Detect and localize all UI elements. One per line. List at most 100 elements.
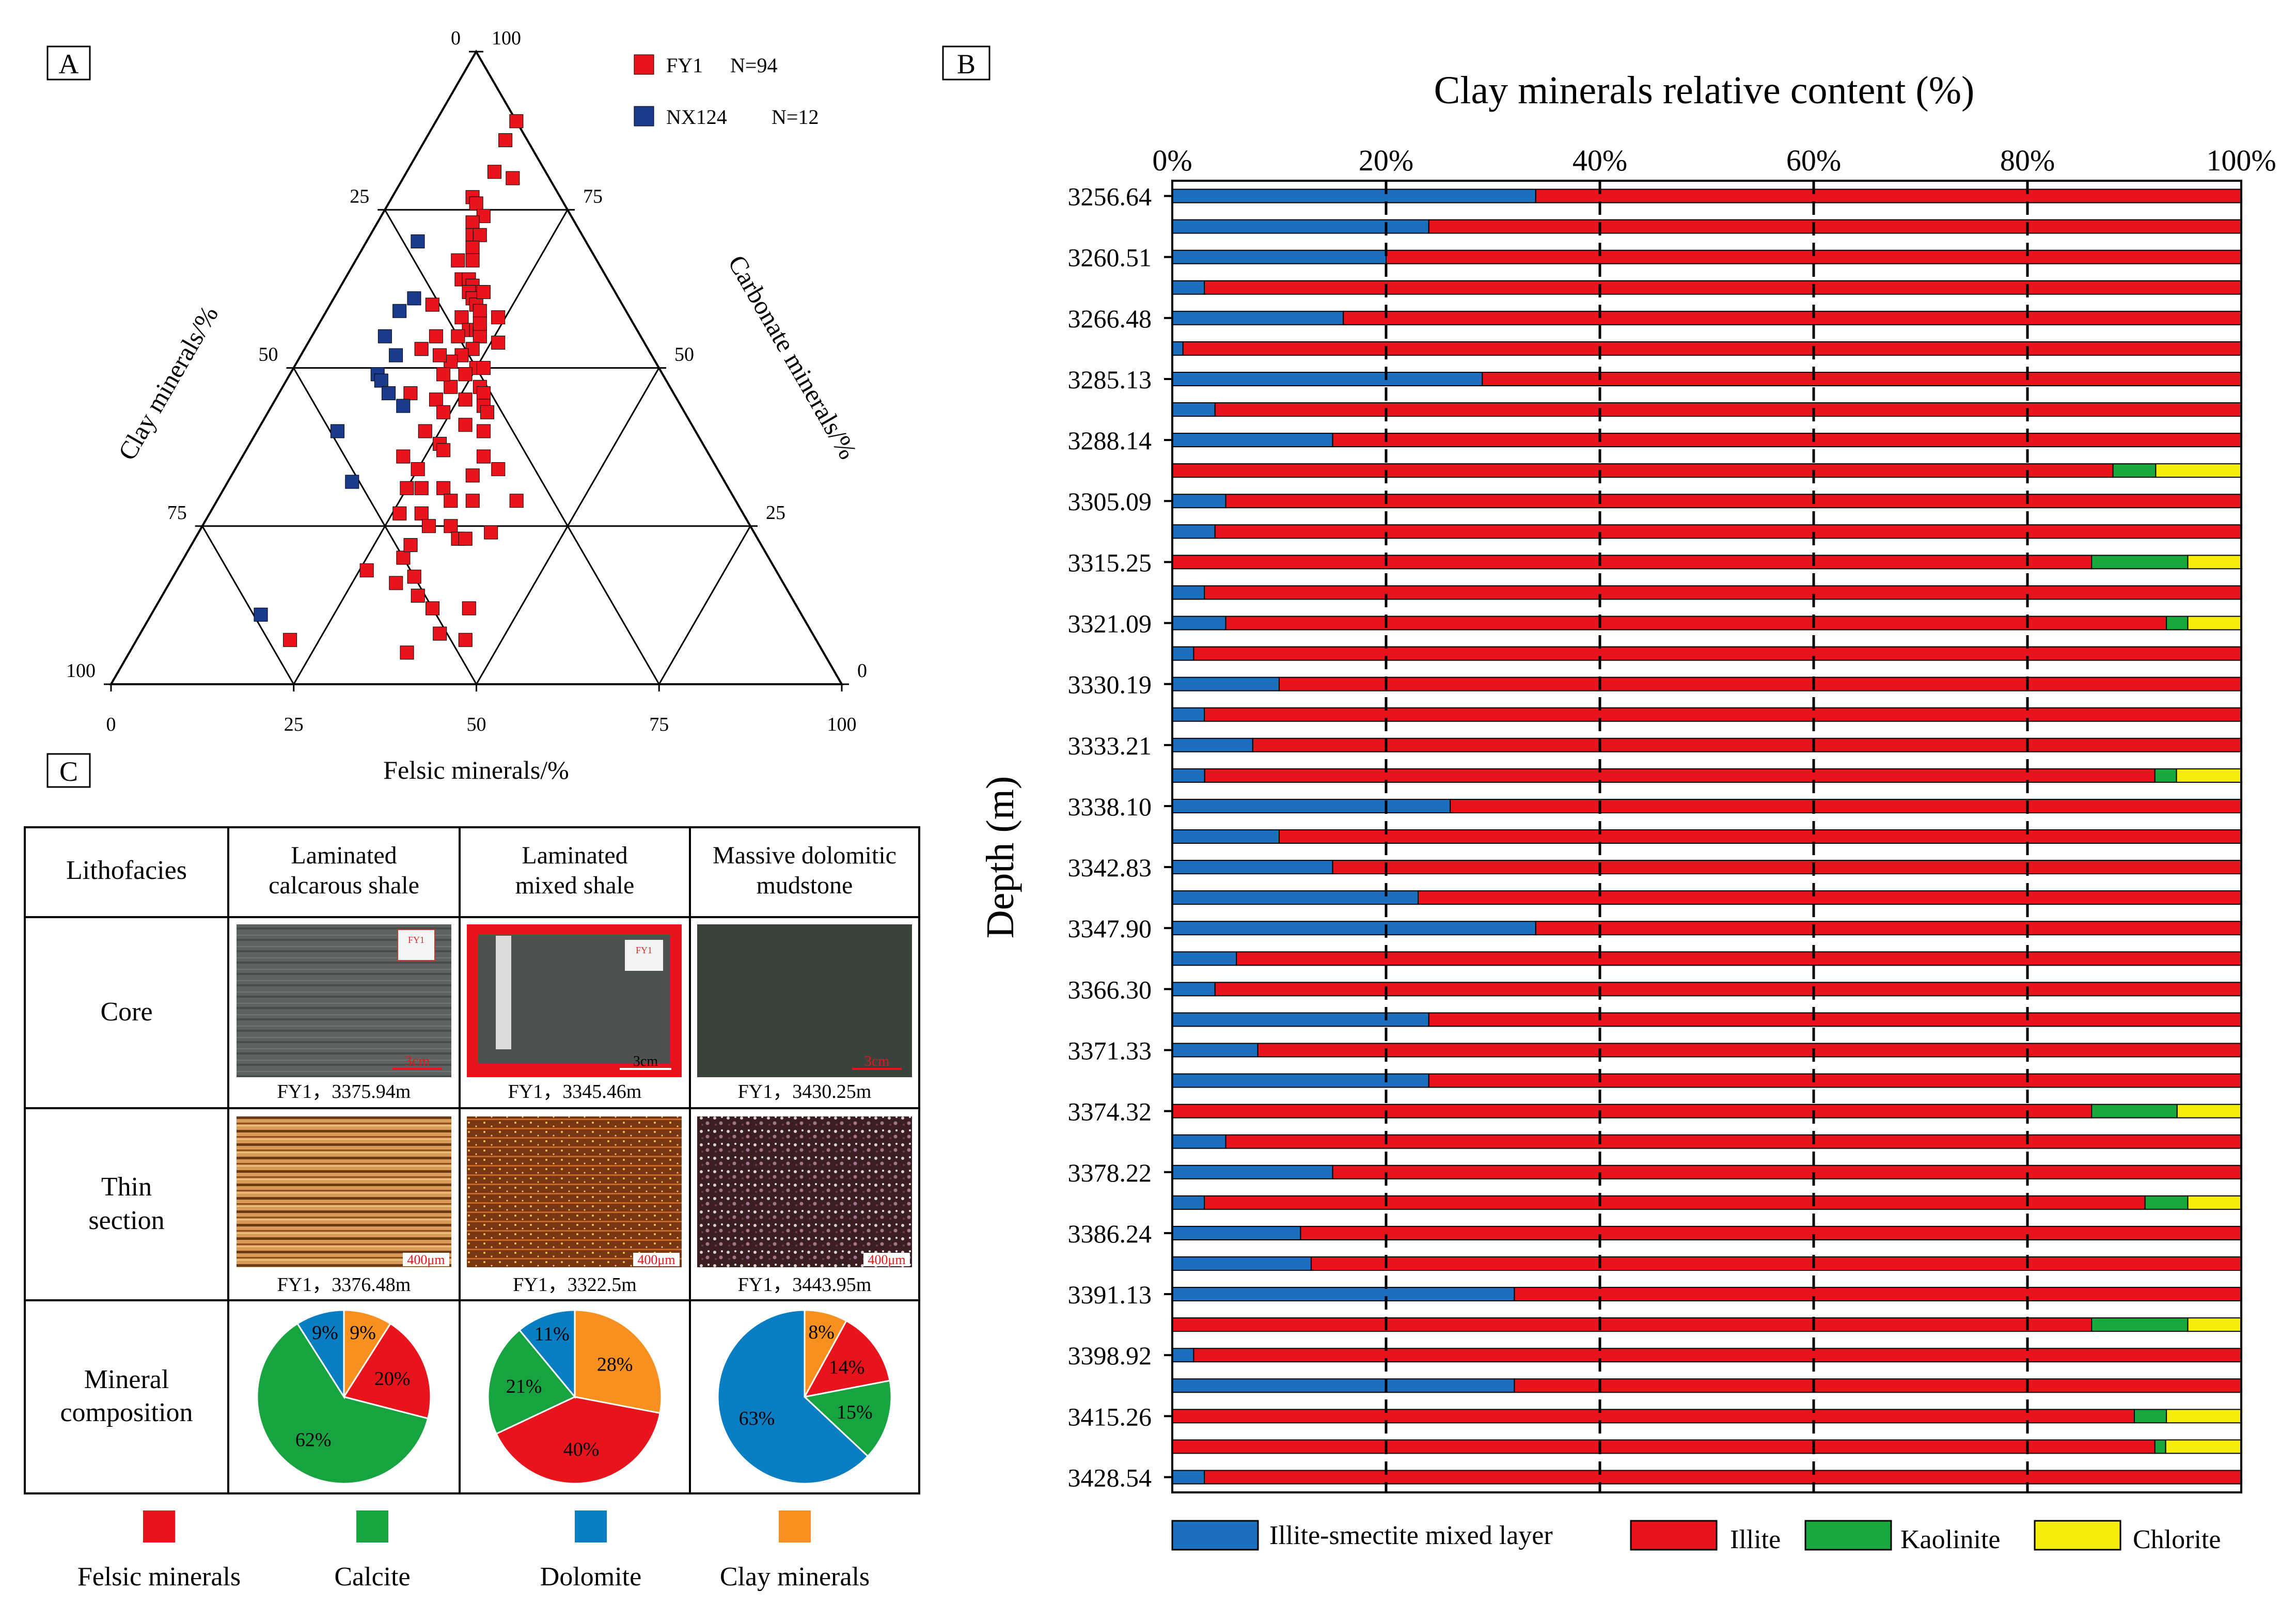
depth-label-3: 3285.13 [1068, 365, 1152, 394]
point-fy1-68 [425, 297, 439, 312]
bar-23-0 [1172, 890, 1419, 905]
point-fy1-78 [421, 519, 436, 533]
bar-37-2 [2091, 1317, 2189, 1332]
bar-1-0 [1172, 219, 1429, 234]
bar-3-1 [1204, 280, 2242, 295]
legend-clay-swatch [779, 1510, 811, 1542]
depth-label-17: 3386.24 [1068, 1219, 1152, 1248]
legend-illite-swatch [1630, 1520, 1718, 1551]
tick-label-carbonate-1: 25 [766, 502, 785, 524]
legend-chlorite-swatch [2034, 1520, 2121, 1551]
legend-clay: Clay minerals [720, 1562, 870, 1592]
point-fy1-43 [491, 462, 506, 476]
x-tick-label-2: 40% [1572, 144, 1627, 177]
point-nx124-9 [330, 424, 344, 438]
mineral-pies: 9% 20% 62% 9% 28% 40% 21% 11% 8% 14% 15% 63% [256, 1309, 892, 1485]
bar-30-3 [2176, 1104, 2242, 1119]
thin-caption-3: FY1，3443.95m [738, 1274, 872, 1296]
col3-line2: mudstone [757, 872, 853, 899]
depth-label-19: 3398.92 [1068, 1341, 1152, 1370]
tick-label-carbonate-2: 50 [674, 344, 694, 366]
point-fy1-34 [429, 392, 443, 407]
bar-27-0 [1172, 1012, 1429, 1027]
point-fy1-35 [436, 405, 451, 419]
point-fy1-4 [469, 196, 483, 211]
bar-12-3 [2187, 555, 2242, 570]
tick-label-clay-2: 50 [259, 344, 278, 366]
bar-6-0 [1172, 371, 1483, 386]
point-fy1-9 [465, 241, 480, 255]
legend-fy1-name: FY1 [666, 54, 703, 77]
point-fy1-61 [433, 626, 447, 641]
legend-felsic-swatch [143, 1510, 175, 1542]
legend-fy1-marker [634, 54, 654, 75]
tick-label-clay-4: 100 [66, 660, 96, 682]
bar-15-0 [1172, 646, 1194, 661]
col1-line1: Laminated [291, 842, 397, 869]
point-nx124-3 [378, 329, 392, 343]
bar-26-0 [1172, 982, 1216, 997]
bar-1-1 [1428, 219, 2242, 234]
point-fy1-59 [426, 601, 440, 616]
bar-41-2 [2154, 1439, 2166, 1454]
point-fy1-30 [444, 380, 458, 394]
bar-19-1 [1204, 768, 2156, 783]
bar-10-0 [1172, 494, 1226, 509]
x-tick-label-4: 80% [2000, 144, 2055, 177]
point-fy1-80 [491, 310, 506, 324]
pie-2-slice-0 [803, 1319, 891, 1398]
pie-1-slice-2 [518, 1309, 576, 1399]
point-fy1-70 [432, 348, 447, 363]
point-fy1-11 [465, 253, 480, 267]
bar-24-1 [1535, 921, 2242, 936]
depth-label-21: 3428.54 [1068, 1463, 1152, 1492]
depth-label-18: 3391.13 [1068, 1280, 1152, 1309]
core-photo-1-scale: 3cm [405, 1053, 430, 1069]
bar-20-1 [1450, 798, 2242, 813]
lithofacies-panel: C Lithofacies Laminated calcarous shale … [24, 753, 920, 1592]
panel-b-label: B [957, 49, 976, 80]
tick-label-clay-0: 0 [451, 27, 461, 49]
point-nx124-0 [411, 234, 425, 248]
bar-12-2 [2091, 555, 2189, 570]
felsic-axis-label: Felsic minerals/% [383, 755, 569, 784]
legend-chlorite: Chlorite [2133, 1525, 2221, 1554]
grid-felsic-2 [658, 526, 751, 685]
bar-18-0 [1172, 737, 1253, 752]
bar-9-3 [2155, 463, 2242, 478]
pie-1-label-0: 40% [563, 1439, 600, 1460]
panel-c-label: C [59, 756, 78, 787]
bar-7-0 [1172, 402, 1216, 417]
tick-label-felsic-4: 100 [827, 714, 857, 735]
point-fy1-82 [476, 285, 491, 299]
point-fy1-50 [444, 519, 458, 533]
pie-1-label-1: 21% [506, 1376, 542, 1397]
bar-8-1 [1332, 433, 2242, 448]
legend-dolomite-swatch [575, 1510, 607, 1542]
point-fy1-29 [458, 367, 473, 382]
bar-39-0 [1172, 1378, 1515, 1393]
pie-0-slice-0 [342, 1322, 432, 1420]
row-mineral-label-1: Mineral [84, 1365, 169, 1394]
legend-felsic: Felsic minerals [77, 1562, 241, 1592]
point-fy1-18 [473, 304, 487, 318]
legend-dolomite: Dolomite [540, 1562, 641, 1592]
col2-line1: Laminated [522, 842, 627, 869]
bar-17-0 [1172, 707, 1205, 722]
clay-axis-label: Clay minerals/% [112, 301, 224, 465]
point-fy1-77 [392, 506, 407, 521]
point-fy1-73 [418, 424, 432, 438]
bar-16-1 [1279, 676, 2242, 691]
thin-scale-1: 400μm [407, 1252, 445, 1267]
ternary-points [254, 114, 524, 660]
pie-2-label-0: 14% [829, 1357, 865, 1378]
point-fy1-76 [444, 494, 458, 508]
depth-label-9: 3333.21 [1068, 731, 1152, 760]
bar-30-2 [2091, 1104, 2178, 1119]
pie-1-slice-1 [487, 1329, 576, 1435]
bar-28-1 [1257, 1043, 2242, 1058]
point-fy1-64 [283, 633, 297, 647]
point-fy1-55 [359, 563, 374, 577]
point-fy1-54 [396, 550, 411, 565]
